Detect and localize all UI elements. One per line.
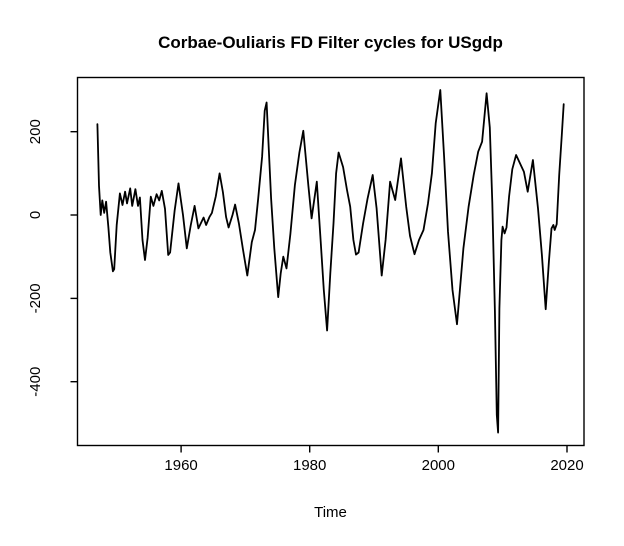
plot-box [76,76,585,447]
x-tick-label: 1960 [164,457,197,474]
x-axis-label: Time [314,504,347,521]
y-tick-label: -200 [27,283,44,313]
x-tick-label: 2000 [422,457,455,474]
series-line [96,89,565,434]
x-tick-label: 1980 [293,457,326,474]
y-tick-label: 200 [27,119,44,144]
y-tick-label: 0 [27,211,44,219]
x-tick-label: 2020 [550,457,583,474]
chart-title: Corbae-Ouliaris FD Filter cycles for USg… [158,33,503,52]
y-tick-label: -400 [27,367,44,397]
axes-ticks: 1960 1980 2000 2020 -400 -200 0 200 [27,119,584,474]
